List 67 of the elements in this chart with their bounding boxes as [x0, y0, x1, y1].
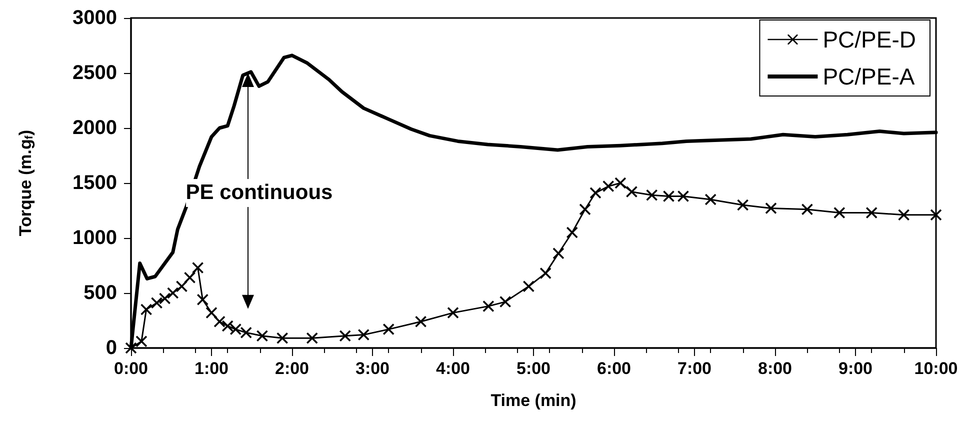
point: [602, 180, 614, 192]
point: [579, 204, 591, 216]
x-tick-label: 3:00: [355, 359, 390, 378]
point: [382, 323, 394, 336]
x-axis-title: Time (min): [490, 391, 576, 410]
point: [626, 186, 638, 198]
point: [358, 328, 370, 341]
point: [522, 280, 535, 292]
point: [230, 323, 242, 336]
point: [590, 187, 602, 199]
x-tick-label: 5:00: [516, 359, 551, 378]
point: [482, 300, 494, 312]
y-tick-label: 2000: [72, 117, 117, 139]
point: [166, 287, 179, 299]
point: [704, 194, 716, 206]
point: [158, 292, 171, 304]
point: [256, 330, 268, 342]
point: [566, 226, 578, 238]
point: [614, 177, 626, 189]
point: [306, 332, 318, 344]
point: [447, 306, 459, 319]
point: [339, 330, 352, 342]
point: [646, 189, 658, 201]
y-tick-label: 2500: [72, 62, 117, 84]
point: [140, 304, 152, 316]
point: [866, 206, 878, 219]
point: [414, 316, 427, 328]
point: [276, 332, 288, 344]
y-axis-title: Torque (m.gf): [16, 130, 36, 236]
x-tick-label: 7:00: [677, 359, 712, 378]
y-tick-label: 1000: [72, 227, 117, 249]
x-tick-label: 8:00: [758, 359, 792, 378]
y-tick-label: 1500: [72, 172, 117, 194]
point: [552, 248, 564, 260]
point: [540, 267, 552, 280]
point: [206, 306, 218, 319]
point: [214, 316, 226, 328]
point: [192, 262, 204, 274]
x-tick-label: 4:00: [436, 359, 470, 378]
point: [662, 190, 675, 202]
point: [136, 336, 148, 348]
x-tick-label: 2:00: [274, 359, 310, 378]
x-tick-label: 0:00: [114, 359, 148, 378]
point: [765, 202, 777, 214]
point: [176, 280, 188, 292]
point: [240, 326, 252, 338]
point: [834, 206, 846, 219]
point: [499, 296, 512, 308]
y-tick-label: 500: [84, 282, 117, 304]
point: [898, 209, 910, 221]
point: [677, 190, 690, 202]
annotation: PE continuous: [186, 178, 333, 207]
y-tick-label: 3000: [72, 7, 117, 29]
point: [930, 209, 942, 221]
legend-label: PC/PE-A: [822, 64, 916, 90]
legend-label: PC/PE-D: [822, 26, 916, 52]
x-tick-label: 1:00: [194, 359, 229, 378]
x-tick-label: 9:00: [838, 359, 873, 378]
point: [222, 320, 234, 332]
x-tick-label: 10:00: [914, 359, 958, 378]
point: [801, 204, 814, 216]
x-tick-label: 6:00: [596, 359, 632, 378]
y-tick-label: 0: [106, 337, 117, 359]
point: [184, 272, 196, 284]
point: [736, 199, 749, 211]
point: [196, 294, 209, 306]
point: [150, 297, 163, 309]
